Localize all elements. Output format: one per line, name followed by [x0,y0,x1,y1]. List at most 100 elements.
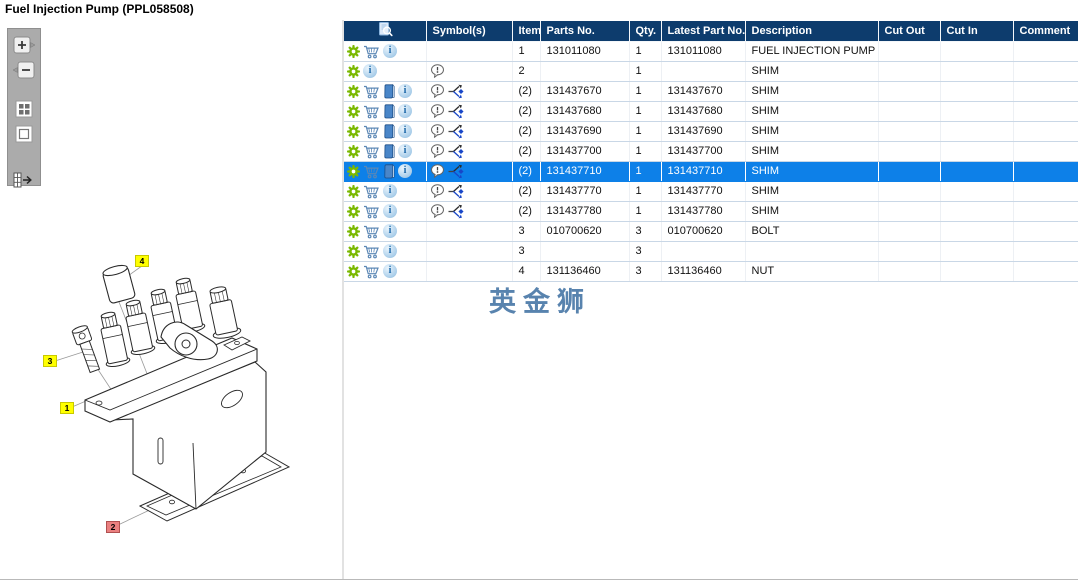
cell-cut_out [878,181,941,202]
add-to-cart-icon[interactable] [363,104,380,119]
catalog-book-icon[interactable] [383,83,395,99]
options-gear-icon[interactable] [347,124,360,138]
bottom-border [0,579,1078,580]
column-header-description[interactable]: Description [745,21,879,42]
cell-cut_in [940,261,1014,282]
info-icon[interactable]: i [383,44,397,58]
table-row[interactable]: i 4 131136460 3 131136460 NUT [344,261,1078,282]
zoom-out-button[interactable] [11,61,37,79]
options-gear-icon[interactable] [347,44,360,58]
add-to-cart-icon[interactable] [363,84,380,99]
column-header-comment[interactable]: Comment [1013,21,1078,42]
options-gear-icon[interactable] [347,224,360,238]
options-gear-icon[interactable] [347,204,360,218]
catalog-book-icon[interactable] [383,143,395,159]
cell-qty: 1 [629,81,662,102]
info-icon[interactable]: i [383,184,397,198]
add-to-cart-icon[interactable] [363,244,380,259]
cell-cut_out [878,221,941,242]
table-row[interactable]: i 2 1 SHIM [344,61,1078,82]
column-header-symbols[interactable]: Symbol(s) [426,21,513,42]
column-header-actions[interactable] [344,21,427,42]
table-row[interactable]: i 3 010700620 3 010700620 BOLT [344,221,1078,242]
alternative-parts-icon [448,164,465,179]
column-header-parts_no[interactable]: Parts No. [540,21,630,42]
table-row[interactable]: i (2) 131437710 1 131437710 SHIM [344,161,1078,182]
toggle-panel-button[interactable] [13,172,35,188]
cell-cut_in [940,161,1014,182]
table-row[interactable]: i (2) 131437770 1 131437770 SHIM [344,181,1078,202]
options-gear-icon[interactable] [347,244,360,258]
cell-item: (2) [512,81,541,102]
parts-table-panel: Symbol(s) Item Parts No. Qty. Latest Part No… [344,21,1078,282]
table-row[interactable]: i 1 131011080 1 131011080 FUEL INJECTION PUMP [344,41,1078,62]
info-icon[interactable]: i [398,84,412,98]
add-to-cart-icon[interactable] [363,44,380,59]
info-icon[interactable]: i [363,64,377,78]
grid-view-button[interactable] [15,100,33,118]
options-gear-icon[interactable] [347,84,360,98]
diagram-callout-3[interactable]: 3 [43,355,57,367]
single-view-button[interactable] [15,125,33,143]
info-icon[interactable]: i [398,104,412,118]
table-row[interactable]: i (2) 131437680 1 131437680 SHIM [344,101,1078,122]
diagram-callout-2[interactable]: 2 [106,521,120,533]
cell-cut_in [940,61,1014,82]
cell-comment [1013,221,1078,242]
add-to-cart-icon[interactable] [363,184,380,199]
cell-actions: i [344,41,427,62]
cell-latest_part_no: 131437780 [661,201,746,222]
cell-symbols [426,261,513,282]
add-to-cart-icon[interactable] [363,204,380,219]
options-gear-icon[interactable] [347,64,360,78]
options-gear-icon[interactable] [347,184,360,198]
catalog-book-icon[interactable] [383,123,395,139]
cell-qty: 3 [629,261,662,282]
cell-qty: 1 [629,201,662,222]
callout-balloon-icon [430,83,445,99]
table-row[interactable]: i (2) 131437690 1 131437690 SHIM [344,121,1078,142]
cell-description: SHIM [745,201,879,222]
cell-item: (2) [512,101,541,122]
column-header-cut_out[interactable]: Cut Out [878,21,941,42]
table-row[interactable]: i 3 3 [344,241,1078,262]
table-row[interactable]: i (2) 131437780 1 131437780 SHIM [344,201,1078,222]
diagram-callout-1[interactable]: 1 [60,402,74,414]
cell-parts_no: 131437770 [540,181,630,202]
table-row[interactable]: i (2) 131437670 1 131437670 SHIM [344,81,1078,102]
cell-symbols [426,201,513,222]
table-row[interactable]: i (2) 131437700 1 131437700 SHIM [344,141,1078,162]
cell-actions: i [344,161,427,182]
cell-latest_part_no: 010700620 [661,221,746,242]
info-icon[interactable]: i [383,244,397,258]
options-gear-icon[interactable] [347,104,360,118]
options-gear-icon[interactable] [347,144,360,158]
cell-parts_no: 131437780 [540,201,630,222]
add-to-cart-icon[interactable] [363,144,380,159]
catalog-book-icon[interactable] [383,163,395,179]
add-to-cart-icon[interactable] [363,124,380,139]
info-icon[interactable]: i [383,224,397,238]
cell-symbols [426,101,513,122]
diagram-callout-4[interactable]: 4 [135,255,149,267]
zoom-in-button[interactable] [11,36,37,54]
column-header-cut_in[interactable]: Cut In [940,21,1014,42]
panel-splitter[interactable] [342,20,344,580]
info-icon[interactable]: i [383,204,397,218]
options-gear-icon[interactable] [347,164,360,178]
add-to-cart-icon[interactable] [363,164,380,179]
cell-comment [1013,241,1078,262]
info-icon[interactable]: i [383,264,397,278]
options-gear-icon[interactable] [347,264,360,278]
info-icon[interactable]: i [398,144,412,158]
add-to-cart-icon[interactable] [363,224,380,239]
add-to-cart-icon[interactable] [363,264,380,279]
cell-description [745,241,879,262]
catalog-book-icon[interactable] [383,103,395,119]
column-header-item[interactable]: Item [512,21,541,42]
callout-balloon-icon [430,203,445,219]
column-header-latest_part_no[interactable]: Latest Part No. [661,21,746,42]
info-icon[interactable]: i [398,124,412,138]
info-icon[interactable]: i [398,164,412,178]
column-header-qty[interactable]: Qty. [629,21,662,42]
